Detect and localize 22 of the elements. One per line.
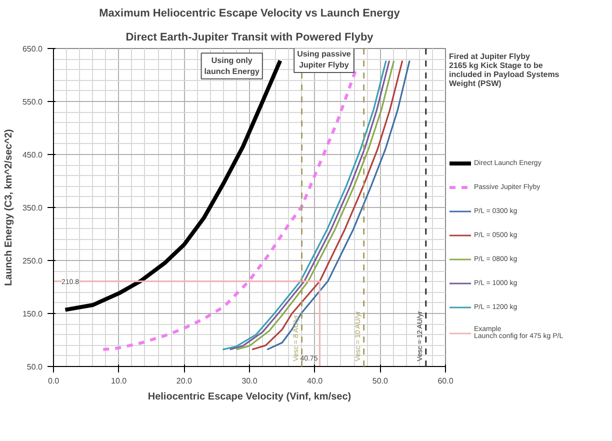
- text: Fired at Jupiter Flyby 2165 kg Kick Stage to be included in Payload Systems Weight (PSW): [449, 52, 560, 88]
- chart-title: Maximum Heliocentric Escape Velocity vs Launch Energy: [99, 8, 401, 20]
- x-tick-label: 60.0: [438, 376, 454, 386]
- y-tick-label: 550.0: [22, 98, 44, 106]
- x-tick-label: 30.0: [242, 376, 258, 386]
- y-tick-label: 650.0: [22, 44, 44, 54]
- annotation: Using only launch Energy: [204, 56, 260, 76]
- x-tick-label: 50.0: [372, 376, 389, 386]
- y-tick-label: 150.0: [22, 310, 44, 318]
- x-axis-title: Heliocentric Escape Velocity (Vinf, km/sec): [148, 392, 352, 402]
- annotation: Using passive Jupiter Flyby: [297, 50, 352, 70]
- x-tick-label: 10.0: [111, 376, 128, 386]
- y-tick-label: 450.0: [22, 150, 44, 160]
- y-axis-title: Launch Energy (C3, km^2/sec^2): [3, 129, 14, 286]
- y-tick-label: 50.0: [26, 362, 44, 372]
- y-tick-label: 250.0: [22, 256, 44, 266]
- x-tick-label: 40.0: [307, 376, 324, 386]
- chart-subtitle: Direct Earth-Jupiter Transit with Powered Flyby: [126, 32, 374, 44]
- y-tick-label: 350.0: [22, 204, 44, 212]
- x-tick-label: 20.0: [176, 376, 193, 386]
- x-tick-label: 0.0: [48, 376, 60, 386]
- line-series: [63, 58, 282, 312]
